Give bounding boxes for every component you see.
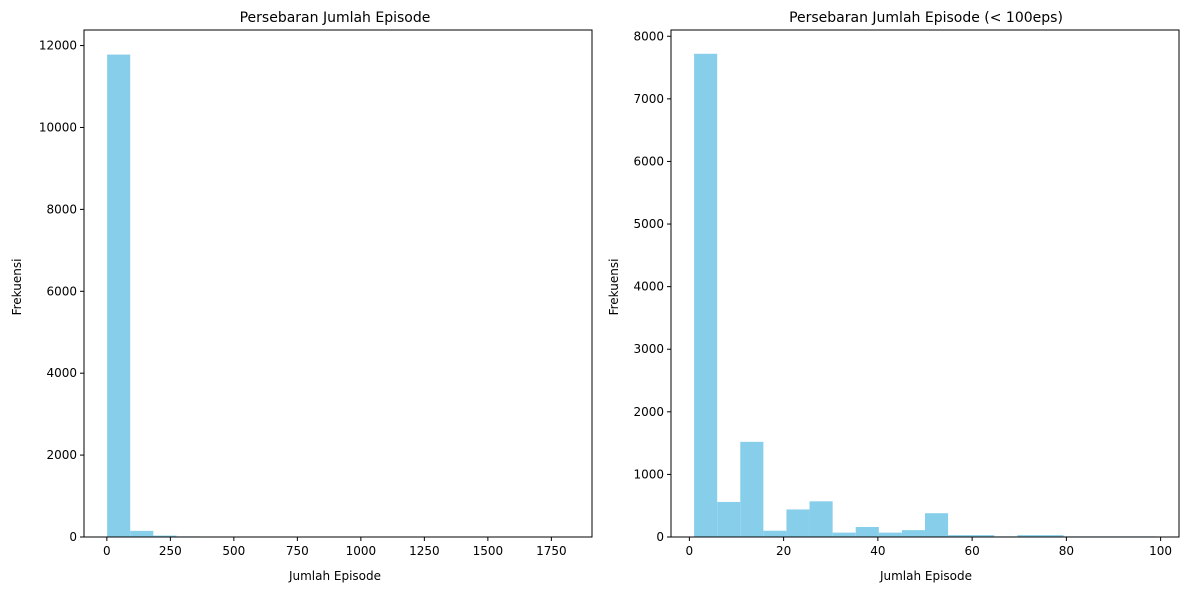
bar xyxy=(717,501,741,537)
x-tick-label: 1750 xyxy=(536,544,567,558)
axes-frame xyxy=(670,29,1180,538)
bar xyxy=(130,530,154,537)
x-tick-label: 1500 xyxy=(473,544,504,558)
bar xyxy=(948,535,972,537)
bar xyxy=(694,53,718,537)
x-tick-label: 100 xyxy=(1149,544,1172,558)
bar xyxy=(971,535,995,537)
y-tick-label: 4000 xyxy=(633,280,664,294)
y-axis-label: Frekuensi xyxy=(10,259,24,316)
bar xyxy=(901,530,925,537)
y-tick-label: 0 xyxy=(69,530,77,544)
bar xyxy=(878,532,902,537)
y-tick-label: 7000 xyxy=(633,92,664,106)
y-tick-label: 1000 xyxy=(633,467,664,481)
x-tick-label: 80 xyxy=(1059,544,1074,558)
x-axis-label: Jumlah Episode xyxy=(288,569,381,583)
y-tick-label: 8000 xyxy=(46,202,77,216)
chart-title: Persebaran Jumlah Episode (< 100eps) xyxy=(789,10,1063,26)
bar xyxy=(153,535,177,537)
y-tick-label: 12000 xyxy=(39,39,77,53)
bar xyxy=(740,441,764,537)
bars xyxy=(694,53,1156,537)
x-tick-label: 250 xyxy=(159,544,182,558)
x-tick-label: 20 xyxy=(776,544,791,558)
x-tick-label: 0 xyxy=(103,544,111,558)
bar xyxy=(763,530,787,537)
x-axis-label: Jumlah Episode xyxy=(879,569,972,583)
x-tick-label: 1000 xyxy=(346,544,377,558)
x-tick-label: 60 xyxy=(964,544,979,558)
y-tick-label: 5000 xyxy=(633,217,664,231)
bar xyxy=(855,526,879,537)
bar xyxy=(107,54,131,537)
bar xyxy=(832,532,856,537)
y-tick-label: 0 xyxy=(656,530,664,544)
y-tick-label: 3000 xyxy=(633,342,664,356)
bar xyxy=(809,501,833,537)
y-tick-label: 8000 xyxy=(633,29,664,43)
bar xyxy=(1040,535,1064,537)
x-tick-label: 750 xyxy=(286,544,309,558)
x-tick-label: 1250 xyxy=(409,544,440,558)
x-ticks: 0 250 500 750 1000 1250 1500 1750 xyxy=(103,537,567,558)
x-ticks: 0 20 40 60 80 100 xyxy=(686,537,1172,558)
y-tick-label: 4000 xyxy=(46,366,77,380)
y-tick-label: 6000 xyxy=(633,154,664,168)
y-ticks: 0 1000 2000 3000 4000 5000 6000 7000 8000 xyxy=(633,29,671,544)
x-tick-label: 0 xyxy=(686,544,694,558)
y-ticks: 0 2000 4000 6000 8000 10000 12000 xyxy=(39,39,84,544)
histogram-left: Persebaran Jumlah Episode 0 250 500 750 1000… xyxy=(10,10,593,583)
bar xyxy=(925,513,949,537)
bar xyxy=(1017,535,1041,537)
histogram-right: Persebaran Jumlah Episode (< 100eps) 0 20… xyxy=(607,10,1180,583)
x-tick-label: 40 xyxy=(870,544,885,558)
y-tick-label: 2000 xyxy=(633,405,664,419)
y-axis-label: Frekuensi xyxy=(607,259,621,316)
bar xyxy=(786,509,810,537)
y-tick-label: 6000 xyxy=(46,284,77,298)
y-tick-label: 10000 xyxy=(39,120,77,134)
bars xyxy=(107,54,570,537)
chart-title: Persebaran Jumlah Episode xyxy=(240,10,431,26)
axes-frame xyxy=(83,29,593,538)
y-tick-label: 2000 xyxy=(46,448,77,462)
x-tick-label: 500 xyxy=(222,544,245,558)
